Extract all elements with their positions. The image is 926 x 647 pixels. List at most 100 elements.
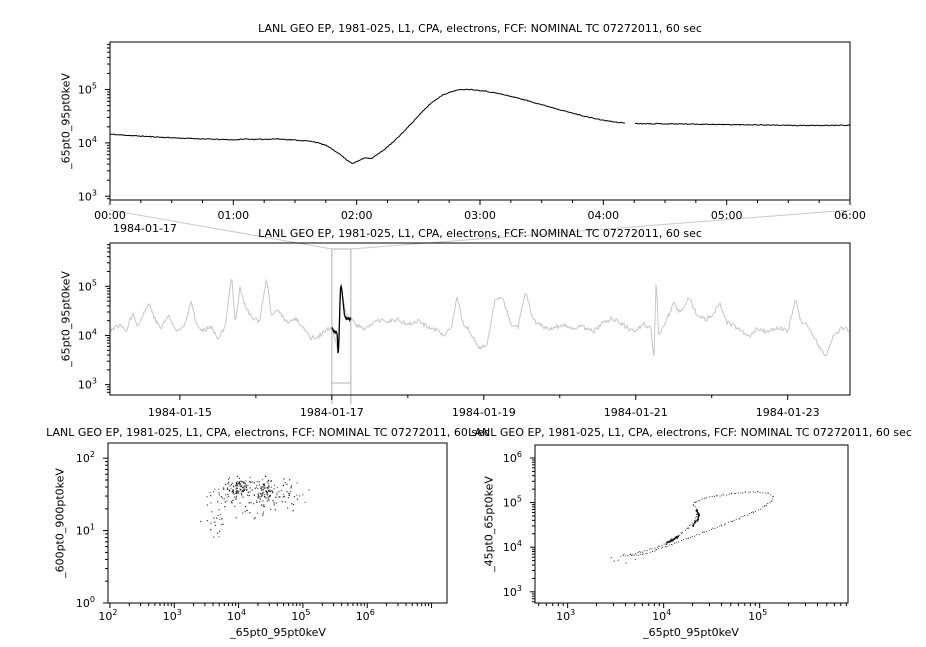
- scatter-point: [289, 492, 291, 494]
- scatter-point: [760, 508, 762, 510]
- context-plot-title: LANL GEO EP, 1981-025, L1, CPA, electron…: [258, 227, 702, 240]
- scatter-point: [660, 547, 662, 549]
- scatter-point: [737, 492, 739, 494]
- scatter-point: [281, 501, 283, 503]
- scatter-point: [290, 490, 292, 493]
- scatter-point: [242, 489, 244, 492]
- detail-plot-title: LANL GEO EP, 1981-025, L1, CPA, electron…: [258, 22, 702, 35]
- scatter-point: [236, 483, 238, 485]
- scatter-point: [681, 533, 683, 535]
- scatter-point: [262, 492, 264, 494]
- scatter-point: [265, 497, 267, 499]
- scatter-point: [238, 482, 240, 485]
- scatter-point: [663, 543, 665, 545]
- scatter-point: [686, 528, 688, 529]
- scatter-point: [632, 554, 634, 556]
- scatter-point: [231, 482, 233, 484]
- scatter-point: [610, 557, 612, 559]
- scatter-point: [697, 516, 700, 519]
- scatter-point: [646, 552, 648, 554]
- scatter-point: [232, 491, 234, 493]
- scatter-point: [698, 533, 700, 535]
- scatter-point: [695, 501, 697, 503]
- scatter-point: [267, 480, 269, 482]
- scatter-point: [716, 527, 718, 529]
- scatter-point: [749, 513, 751, 515]
- scatter-point: [687, 537, 689, 539]
- scatter-point: [705, 531, 707, 533]
- scatter-point: [299, 495, 301, 497]
- scatter-point: [665, 546, 667, 547]
- scatter-point: [247, 491, 249, 493]
- scatter-point: [263, 483, 265, 485]
- scatter-point: [681, 540, 683, 541]
- scatter-point: [236, 491, 238, 493]
- scatter-point: [754, 511, 756, 512]
- scatter-point: [223, 488, 225, 490]
- scatter-point: [238, 477, 241, 479]
- scatter-point: [276, 494, 278, 496]
- tick-label: 105: [78, 82, 97, 97]
- scatter-point: [216, 517, 218, 519]
- scatter-point: [744, 515, 745, 516]
- context-plot[interactable]: 103 104 105 1984-01-15 1984-01-17 1984-01-19 1…: [78, 242, 851, 419]
- scatter-point: [288, 494, 290, 496]
- scatter-point: [696, 534, 698, 536]
- scatter-point: [631, 555, 633, 556]
- scatter-point: [246, 509, 248, 511]
- scatter-point: [644, 550, 646, 552]
- scatter-point: [634, 558, 637, 560]
- scatter-point: [730, 521, 732, 522]
- tick-label: 100: [76, 595, 95, 610]
- tick-label: 103: [78, 188, 97, 203]
- scatter-point: [668, 541, 671, 543]
- scatter-point: [242, 512, 244, 514]
- scatter-point: [753, 512, 755, 514]
- scatter-point: [249, 481, 251, 483]
- scatter-point: [240, 493, 242, 495]
- scatter-point: [772, 496, 774, 498]
- scatter-point: [231, 490, 234, 492]
- scatter-point: [714, 528, 716, 529]
- scatter-point: [668, 544, 670, 546]
- scatter-point: [235, 485, 237, 487]
- plot-border: [107, 442, 448, 604]
- scatter-point: [695, 520, 697, 522]
- scatter-point: [255, 500, 258, 502]
- scatter-point: [259, 498, 261, 500]
- scatter-point: [234, 492, 236, 494]
- plot-border: [109, 41, 851, 201]
- tick-label: 105: [291, 608, 310, 623]
- scatter-point: [226, 500, 228, 502]
- scatter-point: [262, 489, 264, 491]
- scatter-point: [284, 482, 286, 484]
- scatter-point: [228, 477, 230, 479]
- scatter-point: [711, 528, 712, 530]
- scatter-point: [240, 491, 243, 493]
- scatter-point: [267, 483, 270, 485]
- scatter-point: [302, 494, 304, 496]
- scatter-point: [253, 494, 256, 497]
- scatter-point: [235, 498, 237, 500]
- scatter-point: [260, 486, 262, 488]
- scatter-point: [266, 492, 268, 494]
- scatter-point: [651, 548, 653, 550]
- scatter-point: [245, 487, 248, 489]
- scatter-point: [271, 491, 273, 493]
- scatter-point: [716, 495, 717, 497]
- scatter-point: [703, 531, 705, 533]
- scatter-point: [244, 488, 246, 490]
- scatter-point: [206, 504, 208, 506]
- scatter-point: [258, 497, 261, 499]
- scatter-point: [267, 487, 269, 490]
- scatter-point: [218, 509, 220, 511]
- scatter-left-plot[interactable]: 100 101 102 102 103 104 105 106: [76, 442, 448, 623]
- scatter-right-plot[interactable]: 103 104 105 106 103 104 105: [503, 444, 849, 623]
- scatter-point: [262, 505, 264, 507]
- scatter-point: [232, 490, 234, 492]
- scatter-point: [272, 492, 274, 494]
- detail-plot[interactable]: 103 104 105 00:00 01:00 02:00 03:00 04:00 05:00 0…: [78, 41, 866, 235]
- series-line: [110, 88, 626, 164]
- scatter-point: [221, 497, 223, 499]
